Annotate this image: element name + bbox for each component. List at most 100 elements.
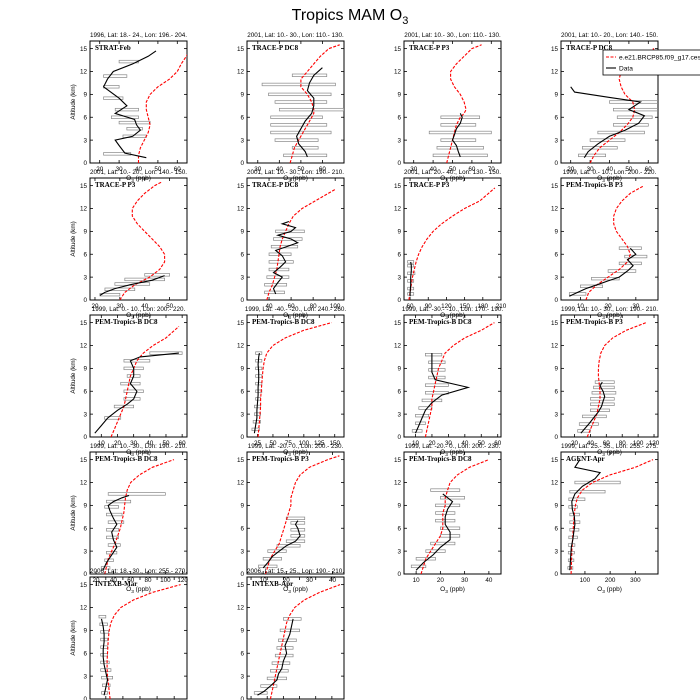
y-tick-label: 3 (397, 274, 401, 281)
y-tick-label: 15 (551, 46, 559, 53)
x-tick-label: 20 (96, 166, 104, 173)
campaign-label: PEM-Tropics-B DC8 (95, 455, 158, 463)
plot-area (100, 459, 175, 574)
obs-spread-box (593, 385, 615, 390)
y-tick-label: 6 (240, 650, 244, 657)
x-axis-label-subscript: 3 (602, 589, 605, 595)
y-tick-label: 3 (240, 548, 244, 555)
y-axis-label: Altitude (km) (70, 358, 77, 393)
chart-panel-14: 1999, Lat: -20.- 0., Lon: 200.- 230. 0 3 6 9… (237, 443, 345, 595)
y-tick-label: 3 (397, 137, 401, 144)
obs-spread-box (568, 505, 578, 509)
panel-header: 2006, Lat: 18.- 30., Lon: 255.- 270. (90, 568, 187, 575)
y-tick-label: 15 (237, 320, 245, 327)
model-profile-line (119, 181, 166, 300)
x-tick-label: 300 (630, 577, 641, 584)
plot-area (253, 584, 341, 699)
y-tick-label: 3 (240, 137, 244, 144)
obs-profile-line (100, 618, 109, 696)
plot-area (411, 322, 495, 437)
y-tick-label: 15 (237, 457, 245, 464)
x-tick-label: 180 (478, 303, 489, 310)
chart-panel-16: 1999, Lat: 25.- 35., Lon: 255.- 275. 0 3 6 9… (551, 443, 659, 595)
y-tick-label: 0 (83, 696, 87, 700)
y-tick-label: 0 (397, 571, 401, 578)
y-tick-label: 12 (394, 206, 402, 213)
x-tick-label: 50 (478, 440, 486, 447)
x-axis-label-subscript: 3 (602, 315, 605, 321)
chart-panel-13: 1999, Lat: 10.- 30., Lon: 190.- 210. 0 3 6 9… (70, 443, 188, 595)
plot-area (98, 584, 181, 699)
x-tick-label: 40 (587, 440, 595, 447)
model-profile-line (266, 188, 336, 300)
obs-spread-box (124, 277, 165, 282)
x-axis-label-main: O (126, 586, 131, 593)
model-profile-line (104, 459, 175, 574)
model-profile-line (408, 187, 496, 300)
y-tick-label: 6 (240, 388, 244, 395)
obs-spread-box (271, 661, 291, 665)
y-tick-label: 9 (83, 628, 87, 635)
obs-spread-box (126, 127, 143, 131)
panel-header: 2001, Lat: 10.- 30., Lon: 110.- 130. (247, 32, 344, 39)
y-tick-label: 3 (83, 411, 87, 418)
y-tick-label: 6 (83, 388, 87, 395)
y-tick-label: 3 (83, 274, 87, 281)
y-tick-label: 3 (240, 411, 244, 418)
y-tick-label: 3 (554, 137, 558, 144)
x-axis-label: O3 (ppb) (597, 586, 622, 595)
model-profile-line (570, 459, 654, 574)
y-tick-label: 15 (237, 183, 245, 190)
y-tick-label: 12 (551, 206, 559, 213)
y-tick-label: 15 (394, 320, 402, 327)
x-tick-label: 40 (461, 440, 469, 447)
plot-frame (89, 177, 188, 301)
model-profile-line (110, 325, 180, 437)
obs-spread-box (100, 630, 109, 634)
panel-header: 1999, Lat: 10.- 30., Lon: 190.- 210. (90, 443, 187, 450)
obs-spread-box (591, 277, 620, 281)
legend: e.e21.BRCP85.f09_g17.cesm2-cmip5.101 Data (602, 49, 700, 76)
y-tick-label: 12 (237, 605, 245, 612)
chart-panel-12: 1999, Lat: 10.- 30., Lon: 190.- 210. 0 3 6 9… (551, 306, 660, 458)
x-tick-label: 30 (130, 440, 138, 447)
obs-spread-box (569, 490, 606, 494)
obs-spread-box (283, 617, 302, 621)
y-tick-label: 15 (80, 582, 88, 589)
x-tick-label: 200 (605, 577, 616, 584)
x-tick-label: 50 (269, 440, 277, 447)
plot-frame (89, 451, 188, 575)
x-tick-label: 60 (407, 303, 415, 310)
x-axis-label-subscript: 3 (445, 452, 448, 458)
y-tick-label: 3 (554, 274, 558, 281)
obs-spread-box (425, 383, 449, 387)
obs-spread-box (418, 406, 433, 410)
panel-header: 1999, Lat: 10.- 30., Lon: 190.- 210. (561, 306, 658, 313)
x-tick-label: 30 (632, 303, 640, 310)
y-tick-label: 0 (554, 434, 558, 441)
x-tick-label: 40 (485, 577, 493, 584)
plot-area (428, 44, 492, 163)
x-tick-label: 60 (288, 303, 296, 310)
y-tick-label: 0 (83, 160, 87, 167)
y-tick-label: 12 (80, 206, 88, 213)
x-tick-label: 20 (437, 577, 445, 584)
obs-spread-box (581, 146, 618, 150)
y-axis-label: Altitude (km) (70, 620, 77, 655)
panel-header: 2001, Lat: 10.- 30., Lon: 110.- 130. (404, 32, 501, 39)
y-tick-label: 0 (83, 571, 87, 578)
y-tick-label: 9 (83, 503, 87, 510)
x-axis-label-subscript: 3 (131, 589, 134, 595)
obs-spread-box (103, 74, 128, 78)
x-axis-label-unit: (ppb) (448, 586, 465, 593)
x-tick-label: 40 (266, 303, 274, 310)
obs-spread-box (274, 138, 319, 142)
y-tick-label: 3 (397, 548, 401, 555)
y-tick-label: 15 (80, 183, 88, 190)
plot-area (567, 459, 654, 574)
x-axis-label: O3 (ppb) (283, 586, 308, 595)
chart-panel-18: 2006, Lat: 15.- 25., Lon: 190.- 210.0369… (237, 568, 345, 700)
obs-profile-line (296, 67, 323, 158)
x-tick-label: 20 (93, 577, 101, 584)
panel-grid: 1996, Lat: 18.- 24., Lon: 196.- 204. 0 3 6 9… (70, 32, 700, 700)
